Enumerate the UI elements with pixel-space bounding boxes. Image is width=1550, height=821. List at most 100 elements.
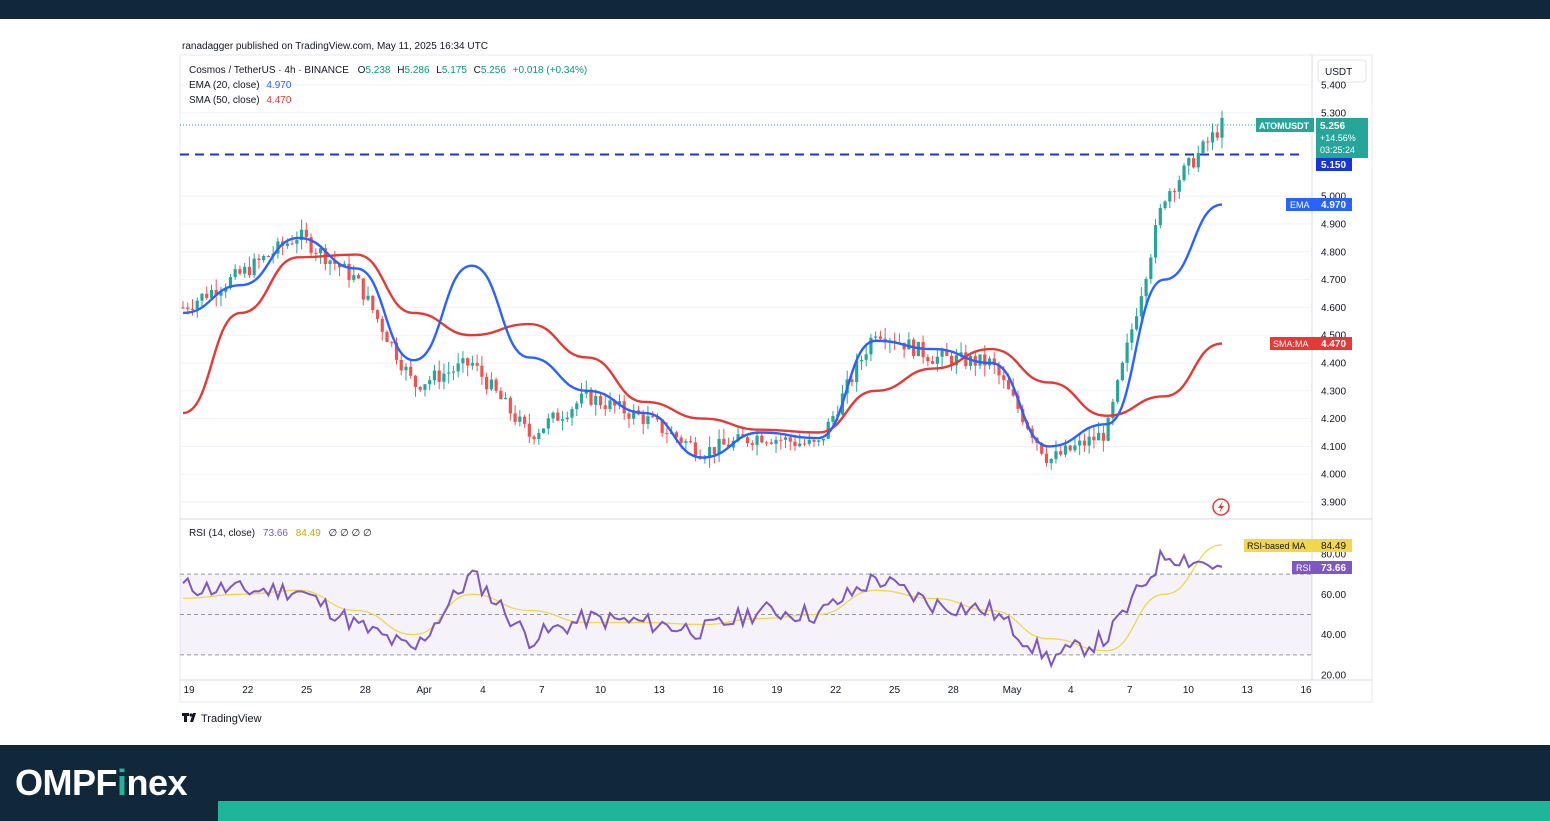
time-tick-label: Apr (416, 685, 432, 696)
time-tick-label: 16 (1300, 685, 1312, 696)
candle-body (570, 409, 574, 418)
last-price-badge (1316, 118, 1368, 158)
currency-label[interactable]: USDT (1325, 67, 1352, 78)
tradingview-logo-icon[interactable] (182, 713, 196, 722)
candle-body (432, 370, 437, 381)
time-tick-label: 4 (1068, 685, 1074, 696)
candle-body (390, 342, 394, 344)
time-tick-label: 28 (948, 685, 960, 696)
candle-body (821, 438, 826, 441)
legend-rsi-ma-value: 84.49 (296, 528, 321, 539)
candle-body (527, 423, 531, 437)
candle-body (859, 359, 864, 362)
candle-body (385, 331, 389, 343)
candle-body (233, 269, 237, 278)
rsi-tag: RSI (1296, 563, 1311, 573)
candle-body (1044, 453, 1049, 464)
candle-body (1073, 445, 1077, 451)
candle-body (181, 307, 185, 309)
top-banner (0, 0, 1550, 19)
candle-body (760, 435, 764, 443)
candle-body (850, 379, 854, 383)
candle-body (802, 443, 807, 445)
candle-body (764, 442, 769, 444)
price-tick-label: 4.800 (1321, 247, 1346, 258)
bottom-accent-stripe (218, 801, 1550, 821)
candle-body (347, 263, 351, 280)
candle-body (285, 243, 289, 246)
candle-body (1097, 432, 1101, 441)
candle-body (831, 416, 835, 422)
candle-body (992, 358, 996, 365)
chart-frame (179, 54, 1373, 703)
time-tick-label: 22 (242, 685, 254, 696)
sma-line (182, 253, 1223, 434)
tradingview-wordmark[interactable]: TradingView (201, 713, 262, 725)
bar-countdown: 03:25:24 (1320, 145, 1355, 155)
candle-body (1163, 201, 1167, 208)
legend-ema-label: EMA (20, close) (189, 80, 260, 91)
price-tick-label: 5.400 (1321, 81, 1346, 92)
candle-body (646, 416, 650, 424)
candle-body (442, 373, 446, 382)
candle-body (575, 403, 579, 410)
candle-body (1196, 152, 1200, 168)
candle-body (499, 390, 503, 400)
time-tick-label: 10 (595, 685, 607, 696)
candle-body (769, 442, 773, 444)
candle-body (1106, 417, 1110, 441)
price-tick-label: 3.900 (1321, 498, 1346, 509)
candle-body (779, 439, 783, 441)
candle-body (423, 384, 427, 390)
candle-body (295, 240, 299, 244)
candle-body (1144, 278, 1148, 297)
price-tick-label: 4.200 (1321, 414, 1346, 425)
time-tick-label: 25 (301, 685, 313, 696)
time-tick-label: 22 (830, 685, 842, 696)
legend-h-label: H (397, 65, 404, 76)
candle-body (964, 352, 968, 366)
candle-body (447, 372, 451, 374)
chart-svg[interactable]: ranadagger published on TradingView.com,… (0, 0, 1550, 745)
candle-body (1111, 401, 1115, 418)
legend-symbol: Cosmos / TetherUS · 4h · BINANCE (189, 65, 349, 76)
candle-body (318, 248, 323, 254)
legend-row-main: Cosmos / TetherUS · 4h · BINANCE O5.238 … (189, 65, 587, 76)
candle-body (717, 438, 721, 455)
candle-body (551, 412, 555, 419)
candle-body (874, 336, 878, 338)
lightning-icon[interactable] (1212, 498, 1230, 516)
candle-body (608, 400, 612, 410)
candle-body (228, 277, 233, 288)
legend-o-value: 5.238 (365, 65, 390, 76)
candle-body (361, 278, 365, 300)
candle-body (485, 376, 489, 390)
candle-body (418, 386, 422, 390)
candle-body (451, 371, 456, 373)
legend-rsi-label: RSI (14, close) (189, 528, 255, 539)
candle-body (257, 258, 261, 261)
time-tick-label: 19 (771, 685, 783, 696)
legend-sma-value: 4.470 (266, 95, 291, 106)
candle-body (954, 355, 958, 366)
candle-body (1068, 445, 1072, 451)
time-tick-label: 13 (654, 685, 666, 696)
rsi-ma-tag-badge (1244, 539, 1316, 552)
time-tick-label: 4 (480, 685, 486, 696)
rsi-axis-ticks: 80.00 60.00 40.00 20.00 (1321, 550, 1346, 682)
time-tick-label: 19 (183, 685, 195, 696)
candle-body (708, 447, 712, 459)
price-tick-label: 5.000 (1321, 192, 1346, 203)
time-tick-label: 10 (1183, 685, 1195, 696)
candle-body (1101, 432, 1105, 441)
candle-body (869, 337, 873, 355)
rsi-tick-label: 60.00 (1321, 590, 1346, 601)
candle-body (1006, 380, 1011, 390)
candle-body (603, 405, 607, 410)
candle-body (428, 380, 432, 385)
candle-body (470, 363, 475, 366)
candle-body (589, 389, 593, 405)
candle-body (413, 375, 418, 387)
currency-button[interactable] (1317, 59, 1367, 83)
candle-body (949, 355, 954, 366)
